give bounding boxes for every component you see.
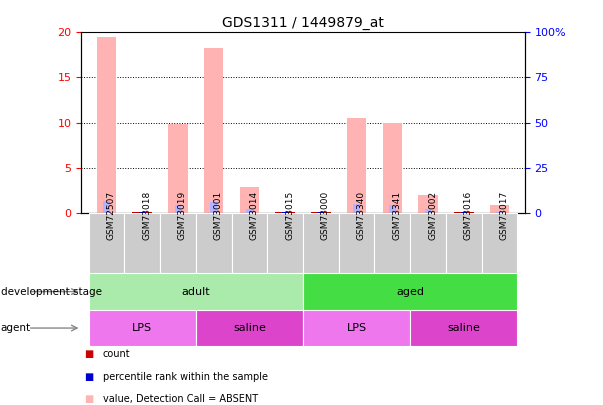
- Text: count: count: [103, 350, 130, 359]
- Bar: [282, 212, 288, 213]
- Bar: [311, 211, 330, 213]
- Text: aged: aged: [396, 287, 425, 296]
- Text: LPS: LPS: [347, 323, 367, 333]
- Bar: [389, 205, 396, 213]
- Title: GDS1311 / 1449879_at: GDS1311 / 1449879_at: [222, 16, 384, 30]
- Bar: [210, 202, 217, 213]
- Text: ■: ■: [84, 350, 93, 359]
- Text: development stage: development stage: [1, 287, 101, 296]
- Text: GSM73017: GSM73017: [500, 191, 508, 240]
- Text: GSM73002: GSM73002: [428, 191, 437, 240]
- Text: GSM73340: GSM73340: [356, 191, 365, 240]
- Bar: [303, 213, 339, 273]
- Bar: [374, 213, 410, 273]
- Bar: [168, 124, 188, 213]
- Bar: [132, 211, 152, 213]
- Bar: [303, 310, 410, 346]
- Bar: [454, 211, 474, 213]
- Text: agent: agent: [1, 323, 31, 333]
- Bar: [89, 310, 196, 346]
- Text: GSM73341: GSM73341: [393, 191, 402, 240]
- Bar: [246, 209, 253, 213]
- Bar: [418, 195, 438, 213]
- Text: GSM73015: GSM73015: [285, 191, 294, 240]
- Bar: [410, 310, 517, 346]
- Bar: [490, 205, 510, 213]
- Bar: [446, 213, 482, 273]
- Text: value, Detection Call = ABSENT: value, Detection Call = ABSENT: [103, 394, 257, 404]
- Bar: [175, 205, 181, 213]
- Text: saline: saline: [447, 323, 480, 333]
- Bar: [425, 209, 431, 213]
- Text: ■: ■: [84, 372, 93, 382]
- Bar: [410, 213, 446, 273]
- Bar: [267, 213, 303, 273]
- Bar: [232, 213, 267, 273]
- Bar: [196, 310, 303, 346]
- Text: GSM73014: GSM73014: [250, 191, 259, 240]
- Bar: [461, 212, 467, 213]
- Text: percentile rank within the sample: percentile rank within the sample: [103, 372, 268, 382]
- Bar: [239, 188, 259, 213]
- Bar: [196, 213, 232, 273]
- Bar: [347, 118, 367, 213]
- Bar: [353, 205, 360, 213]
- Bar: [204, 48, 224, 213]
- Text: GSM73018: GSM73018: [142, 191, 151, 240]
- Bar: [303, 273, 517, 310]
- Bar: [496, 212, 503, 213]
- Text: GSM73019: GSM73019: [178, 191, 187, 240]
- Bar: [160, 213, 196, 273]
- Bar: [339, 213, 374, 273]
- Bar: [89, 273, 303, 310]
- Bar: [482, 213, 517, 273]
- Bar: [103, 201, 110, 213]
- Text: GSM72507: GSM72507: [106, 191, 115, 240]
- Text: GSM73016: GSM73016: [464, 191, 473, 240]
- Bar: [276, 211, 295, 213]
- Text: saline: saline: [233, 323, 266, 333]
- Bar: [124, 213, 160, 273]
- Text: GSM73000: GSM73000: [321, 191, 330, 240]
- Bar: [382, 124, 402, 213]
- Text: ■: ■: [84, 394, 93, 404]
- Text: LPS: LPS: [132, 323, 152, 333]
- Text: adult: adult: [182, 287, 210, 296]
- Bar: [318, 212, 324, 213]
- Bar: [89, 213, 124, 273]
- Bar: [96, 37, 116, 213]
- Text: GSM73001: GSM73001: [213, 191, 223, 240]
